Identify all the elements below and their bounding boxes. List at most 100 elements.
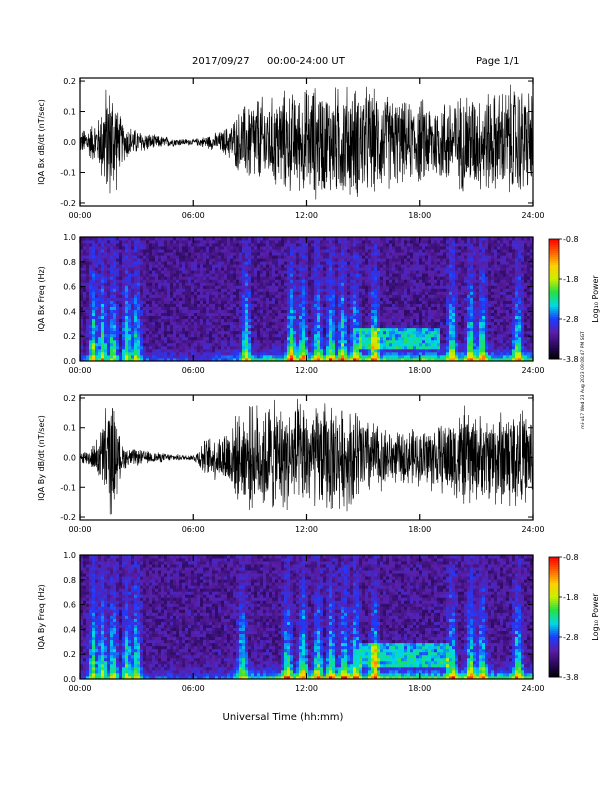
spectrogram-cell: [293, 324, 297, 329]
spectrogram-cell: [149, 252, 153, 256]
spectrogram-cell: [374, 267, 378, 271]
spectrogram-cell: [344, 297, 348, 301]
spectrogram-cell: [365, 300, 369, 304]
spectrogram-cell: [338, 294, 342, 298]
spectrogram-cell: [140, 303, 144, 307]
spectrogram-cell: [437, 255, 441, 259]
spectrogram-cell: [92, 294, 96, 298]
spectrogram-cell: [389, 255, 393, 259]
spectrogram-cell: [86, 333, 90, 338]
spectrogram-cell: [194, 318, 198, 323]
spectrogram-cell: [161, 288, 165, 292]
spectrogram-cell: [419, 246, 423, 250]
spectrogram-cell: [104, 273, 108, 277]
spectrogram-cell: [389, 324, 393, 329]
spectrogram-cell: [353, 261, 357, 265]
spectrogram-cell: [254, 267, 258, 271]
spectrogram-cell: [311, 342, 315, 347]
spectrogram-cell: [389, 261, 393, 265]
spectrogram-cell: [347, 321, 351, 326]
spectrogram-cell: [233, 243, 237, 247]
spectrogram-cell: [428, 255, 432, 259]
spectrogram-cell: [239, 324, 243, 329]
spectrogram-cell: [356, 237, 360, 241]
spectrogram-cell: [176, 249, 180, 253]
spectrogram-cell: [137, 264, 141, 268]
spectrogram-cell: [275, 318, 279, 323]
spectrogram-cell: [329, 315, 333, 320]
spectrogram-cell: [389, 339, 393, 344]
spectrogram-cell: [374, 261, 378, 265]
spectrogram-cell: [191, 243, 195, 247]
spectrogram-cell: [158, 240, 162, 244]
spectrogram-cell: [173, 261, 177, 265]
spectrogram-cell: [104, 288, 108, 292]
spectrogram-cell: [212, 354, 216, 359]
spectrogram-cell: [257, 342, 261, 347]
spectrogram-cell: [212, 306, 216, 310]
spectrogram-cell: [170, 288, 174, 292]
spectrogram-cell: [368, 312, 372, 317]
spectrogram-cell: [251, 342, 255, 347]
spectrogram-cell: [440, 336, 444, 341]
spectrogram-cell: [317, 345, 321, 350]
spectrogram-cell: [302, 357, 306, 362]
spectrogram-cell: [104, 333, 108, 338]
spectrogram-cell: [164, 270, 168, 274]
spectrogram-cell: [344, 333, 348, 338]
spectrogram-cell: [212, 282, 216, 286]
spectrogram-cell: [362, 246, 366, 250]
spectrogram-cell: [236, 276, 240, 280]
spectrogram-cell: [137, 336, 141, 341]
spectrogram-cell: [356, 282, 360, 286]
spectrogram-cell: [413, 354, 417, 359]
spectrogram-cell: [356, 336, 360, 341]
spectrogram-cell: [416, 354, 420, 359]
spectrogram-cell: [101, 336, 105, 341]
spectrogram-cell: [413, 267, 417, 271]
spectrogram-cell: [215, 288, 219, 292]
spectrogram-cell: [380, 297, 384, 301]
spectrogram-cell: [392, 258, 396, 262]
spectrogram-cell: [161, 270, 165, 274]
spectrogram-cell: [371, 255, 375, 259]
spectrogram-cell: [287, 324, 291, 329]
spectrogram-cell: [137, 318, 141, 323]
spectrogram-cell: [161, 309, 165, 314]
spectrogram-cell: [374, 264, 378, 268]
spectrogram-cell: [224, 282, 228, 286]
spectrogram-cell: [374, 357, 378, 362]
spectrogram-cell: [173, 321, 177, 326]
spectrogram-cell: [425, 246, 429, 250]
spectrogram-cell: [389, 345, 393, 350]
spectrogram-cell: [371, 294, 375, 298]
spectrogram-cell: [137, 324, 141, 329]
spectrogram-cell: [206, 345, 210, 350]
spectrogram-cell: [200, 267, 204, 271]
spectrogram-cell: [260, 327, 264, 332]
spectrogram-cell: [305, 303, 309, 307]
spectrogram-cell: [314, 354, 318, 359]
spectrogram-cell: [203, 306, 207, 310]
spectrogram-cell: [335, 312, 339, 317]
spectrogram-cell: [227, 318, 231, 323]
spectrogram-cell: [377, 252, 381, 256]
spectrogram-cell: [383, 270, 387, 274]
spectrogram-cell: [131, 342, 135, 347]
spectrogram-cell: [152, 342, 156, 347]
spectrogram-cell: [425, 297, 429, 301]
spectrogram-cell: [83, 294, 87, 298]
spectrogram-cell: [371, 246, 375, 250]
spectrogram-cell: [191, 309, 195, 314]
spectrogram-cell: [269, 237, 273, 241]
spectrogram-cell: [323, 312, 327, 317]
spectrogram-cell: [110, 282, 114, 286]
spectrogram-cell: [212, 324, 216, 329]
spectrogram-cell: [194, 276, 198, 280]
spectrogram-cell: [296, 285, 300, 289]
spectrogram-cell: [146, 246, 150, 250]
spectrogram-cell: [245, 351, 249, 356]
spectrogram-cell: [110, 312, 114, 317]
spectrogram-cell: [239, 273, 243, 277]
spectrogram-cell: [185, 261, 189, 265]
